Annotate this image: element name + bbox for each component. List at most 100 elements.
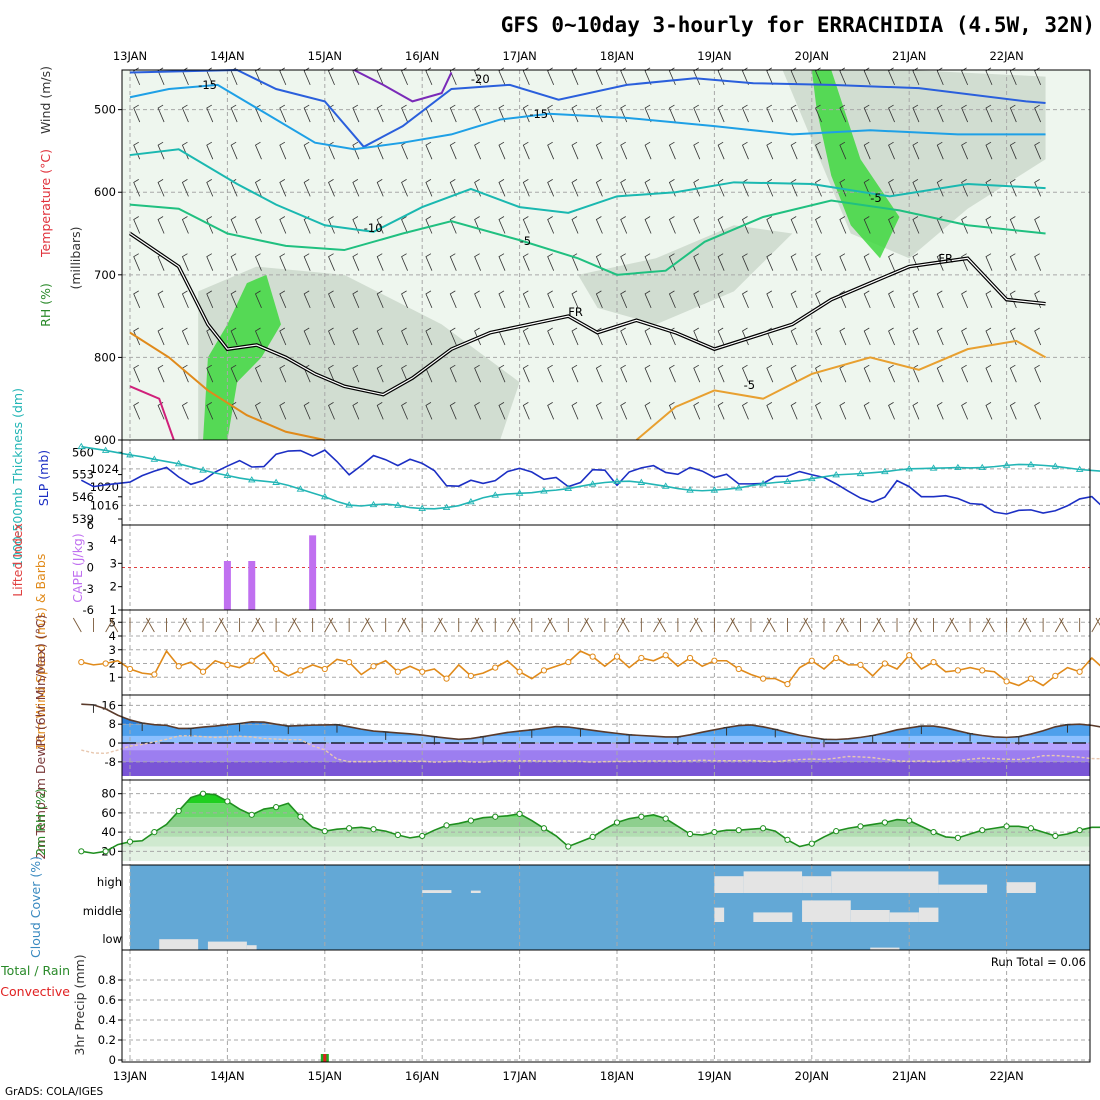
wind-barb: [230, 364, 238, 383]
wind10m-barb: [251, 617, 261, 633]
wind10m-barb: [981, 617, 991, 633]
rh2m-point: [1027, 825, 1035, 832]
wind-barb: [961, 253, 969, 271]
wind-barb: [815, 327, 822, 346]
rh2m-point: [565, 843, 572, 850]
bottom-date-ticks: 13JAN 14JAN 15JAN 16JAN 17JAN 18JAN 19JAN 20JAN…: [113, 1069, 1024, 1083]
wind-barb: [620, 67, 628, 86]
wind-barb: [1009, 179, 1017, 197]
thickness-marker: [661, 482, 670, 489]
thickness-marker: [832, 471, 840, 478]
wind-barb: [815, 216, 822, 234]
isotherm--15: [129, 83, 1046, 151]
wind10m-barb: [324, 617, 334, 633]
wind-barb: [474, 67, 482, 86]
wind-barb: [815, 179, 822, 197]
wind-barb: [741, 141, 749, 160]
wind10m-barb: [908, 617, 918, 633]
temperature-band: [122, 761, 1090, 776]
top-date-ticks: 13JAN 14JAN 15JAN 16JAN 17JAN 18JAN 19JAN 20JAN…: [113, 49, 1024, 63]
wind10m-barb: [580, 617, 589, 633]
wind-barb: [376, 253, 384, 271]
wind-barb: [474, 402, 482, 420]
wind-barb: [352, 67, 360, 86]
wind-barb: [595, 290, 603, 309]
wind-barb: [815, 67, 822, 86]
wind-barb: [449, 104, 457, 123]
upper-air-panel: 500 600 700 800 900 -20 -15 -15 -10 -5 -5 -5 FR FR: [94, 67, 1091, 447]
wind-barb: [254, 141, 262, 160]
wind-barb: [595, 364, 603, 383]
wind-barb: [303, 253, 311, 271]
wind-barb: [815, 290, 822, 309]
wind-barb: [401, 67, 408, 86]
thickness-marker: [467, 497, 475, 505]
wind-barb: [1009, 216, 1017, 234]
contour-label: -10: [364, 221, 383, 235]
wind-barb: [449, 67, 457, 86]
rh2m-tick-label: 40: [101, 825, 116, 839]
wind-barb: [668, 290, 676, 309]
wind-barb: [741, 253, 749, 271]
rh2m-point: [273, 804, 280, 811]
thickness-marker: [223, 471, 232, 478]
wind-barb: [790, 67, 798, 86]
thickness-marker: [978, 463, 987, 471]
cloud-block: [207, 941, 247, 950]
isotherm-5: [129, 331, 326, 441]
wind-barb: [133, 216, 141, 234]
wind-barb: [620, 290, 628, 309]
wind-barb: [888, 402, 895, 420]
wind10m-barb: [912, 617, 922, 633]
rh2m-point: [492, 813, 499, 820]
thickness-marker: [369, 500, 378, 508]
wind-barb: [766, 104, 774, 123]
wind-barb: [644, 67, 652, 86]
wind-barb: [133, 104, 141, 123]
wind-barb: [668, 141, 676, 160]
wind10m-barb: [584, 617, 594, 633]
freezing-level-inner: [129, 233, 1046, 396]
wind-barb: [230, 253, 238, 271]
wind10m-barb: [762, 617, 772, 633]
wind-barb: [644, 327, 652, 346]
wind-barb: [303, 290, 311, 309]
cloud-level-label: middle: [83, 904, 122, 918]
wind-barb: [644, 141, 652, 160]
pressure-tick-label: 900: [94, 433, 116, 447]
wind-barb: [936, 402, 944, 420]
lifted-axis-label: Lifted Index: [10, 523, 25, 597]
wind-barb: [522, 216, 530, 234]
cloud-axis-label: Cloud Cover (%): [28, 856, 43, 958]
wind10m-barb: [474, 617, 484, 633]
rh2m-point: [686, 830, 694, 838]
precip-panel: 0.8 0.6 0.4 0.2 0 Run Total = 0.06: [98, 949, 1091, 1067]
wind-barb: [376, 327, 384, 346]
wind-barb: [717, 290, 725, 309]
wind-barb: [571, 364, 579, 383]
wind-barb: [547, 290, 555, 309]
wind-barb: [644, 402, 652, 420]
wind-barb: [571, 402, 579, 420]
wind-barb: [1034, 179, 1042, 197]
isotherm-0: [635, 339, 1047, 441]
wind-barb: [352, 327, 360, 346]
wind-barb: [888, 253, 895, 271]
wind10m-barb: [1059, 617, 1068, 633]
wind-barb: [790, 402, 798, 420]
cape-bar: [309, 535, 317, 610]
rh2m-point: [784, 836, 791, 843]
wind-barb: [839, 104, 847, 123]
wind-barb: [839, 141, 847, 160]
wind10m-barb: [360, 617, 370, 633]
wind-barb: [157, 290, 165, 309]
wind-barb: [790, 179, 798, 197]
wind-barb: [328, 216, 335, 234]
wind-barb: [352, 104, 360, 123]
temperature-axis-label: Temperature (°C): [38, 149, 53, 258]
wind-barb: [863, 179, 871, 197]
wind10m-point: [711, 657, 718, 664]
wind10m-point: [857, 661, 864, 668]
thickness-marker: [150, 455, 159, 462]
wind10m-barb: [182, 617, 192, 633]
